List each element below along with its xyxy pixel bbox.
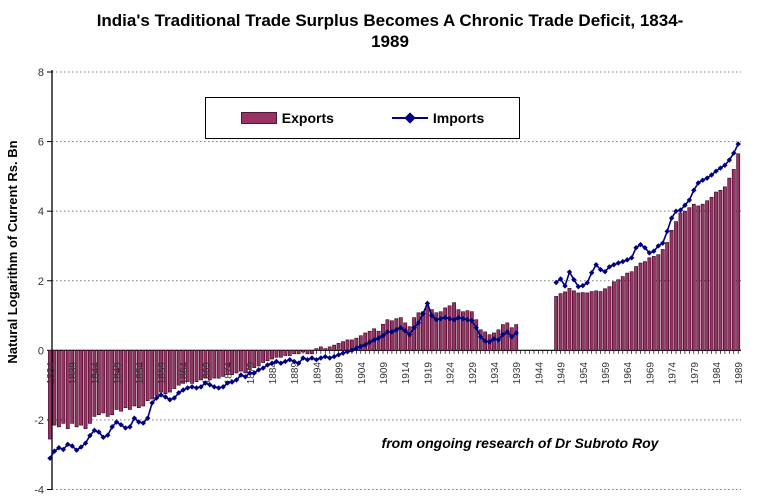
svg-text:1844: 1844 bbox=[90, 362, 101, 385]
imports-line-swatch-icon bbox=[391, 112, 428, 124]
svg-text:1834: 1834 bbox=[46, 362, 57, 385]
svg-text:-2: -2 bbox=[34, 415, 44, 427]
svg-text:1839: 1839 bbox=[68, 362, 79, 385]
svg-text:1869: 1869 bbox=[201, 362, 212, 385]
svg-text:1914: 1914 bbox=[401, 362, 412, 385]
svg-text:4: 4 bbox=[38, 206, 44, 218]
svg-text:1874: 1874 bbox=[224, 362, 235, 385]
chart-title: India's Traditional Trade Surplus Become… bbox=[96, 11, 684, 52]
svg-text:1939: 1939 bbox=[512, 362, 523, 385]
svg-text:1864: 1864 bbox=[179, 362, 190, 385]
svg-text:1919: 1919 bbox=[423, 362, 434, 385]
svg-text:1889: 1889 bbox=[290, 362, 301, 385]
svg-text:1984: 1984 bbox=[712, 362, 723, 385]
svg-text:1924: 1924 bbox=[446, 362, 457, 385]
svg-text:1989: 1989 bbox=[734, 362, 745, 385]
svg-text:1964: 1964 bbox=[623, 362, 634, 385]
svg-text:1929: 1929 bbox=[468, 362, 479, 385]
svg-text:1954: 1954 bbox=[579, 362, 590, 385]
svg-text:1849: 1849 bbox=[113, 362, 124, 385]
svg-text:1944: 1944 bbox=[534, 362, 545, 385]
svg-text:1969: 1969 bbox=[645, 362, 656, 385]
svg-text:1949: 1949 bbox=[557, 362, 568, 385]
svg-text:1979: 1979 bbox=[690, 362, 701, 385]
chart-legend: Exports Imports bbox=[205, 97, 520, 139]
exports-legend-label: Exports bbox=[281, 110, 334, 126]
svg-text:2: 2 bbox=[38, 276, 44, 288]
svg-text:1959: 1959 bbox=[601, 362, 612, 385]
svg-text:1854: 1854 bbox=[135, 362, 146, 385]
source-annotation: from ongoing research of Dr Subroto Roy bbox=[381, 435, 659, 451]
legend-item-imports: Imports bbox=[391, 110, 485, 126]
svg-text:1909: 1909 bbox=[379, 362, 390, 385]
svg-text:1899: 1899 bbox=[335, 362, 346, 385]
svg-text:1884: 1884 bbox=[268, 362, 279, 385]
svg-text:1894: 1894 bbox=[312, 362, 323, 385]
svg-text:0: 0 bbox=[38, 345, 44, 357]
svg-text:1934: 1934 bbox=[490, 362, 501, 385]
imports-legend-label: Imports bbox=[432, 110, 485, 126]
svg-text:6: 6 bbox=[38, 137, 44, 149]
svg-text:1859: 1859 bbox=[157, 362, 168, 385]
svg-text:1904: 1904 bbox=[357, 362, 368, 385]
exports-bar-swatch-icon bbox=[240, 112, 277, 124]
legend-item-exports: Exports bbox=[240, 110, 334, 126]
svg-text:1974: 1974 bbox=[668, 362, 679, 385]
svg-text:-4: -4 bbox=[34, 485, 44, 497]
svg-text:8: 8 bbox=[38, 67, 44, 79]
